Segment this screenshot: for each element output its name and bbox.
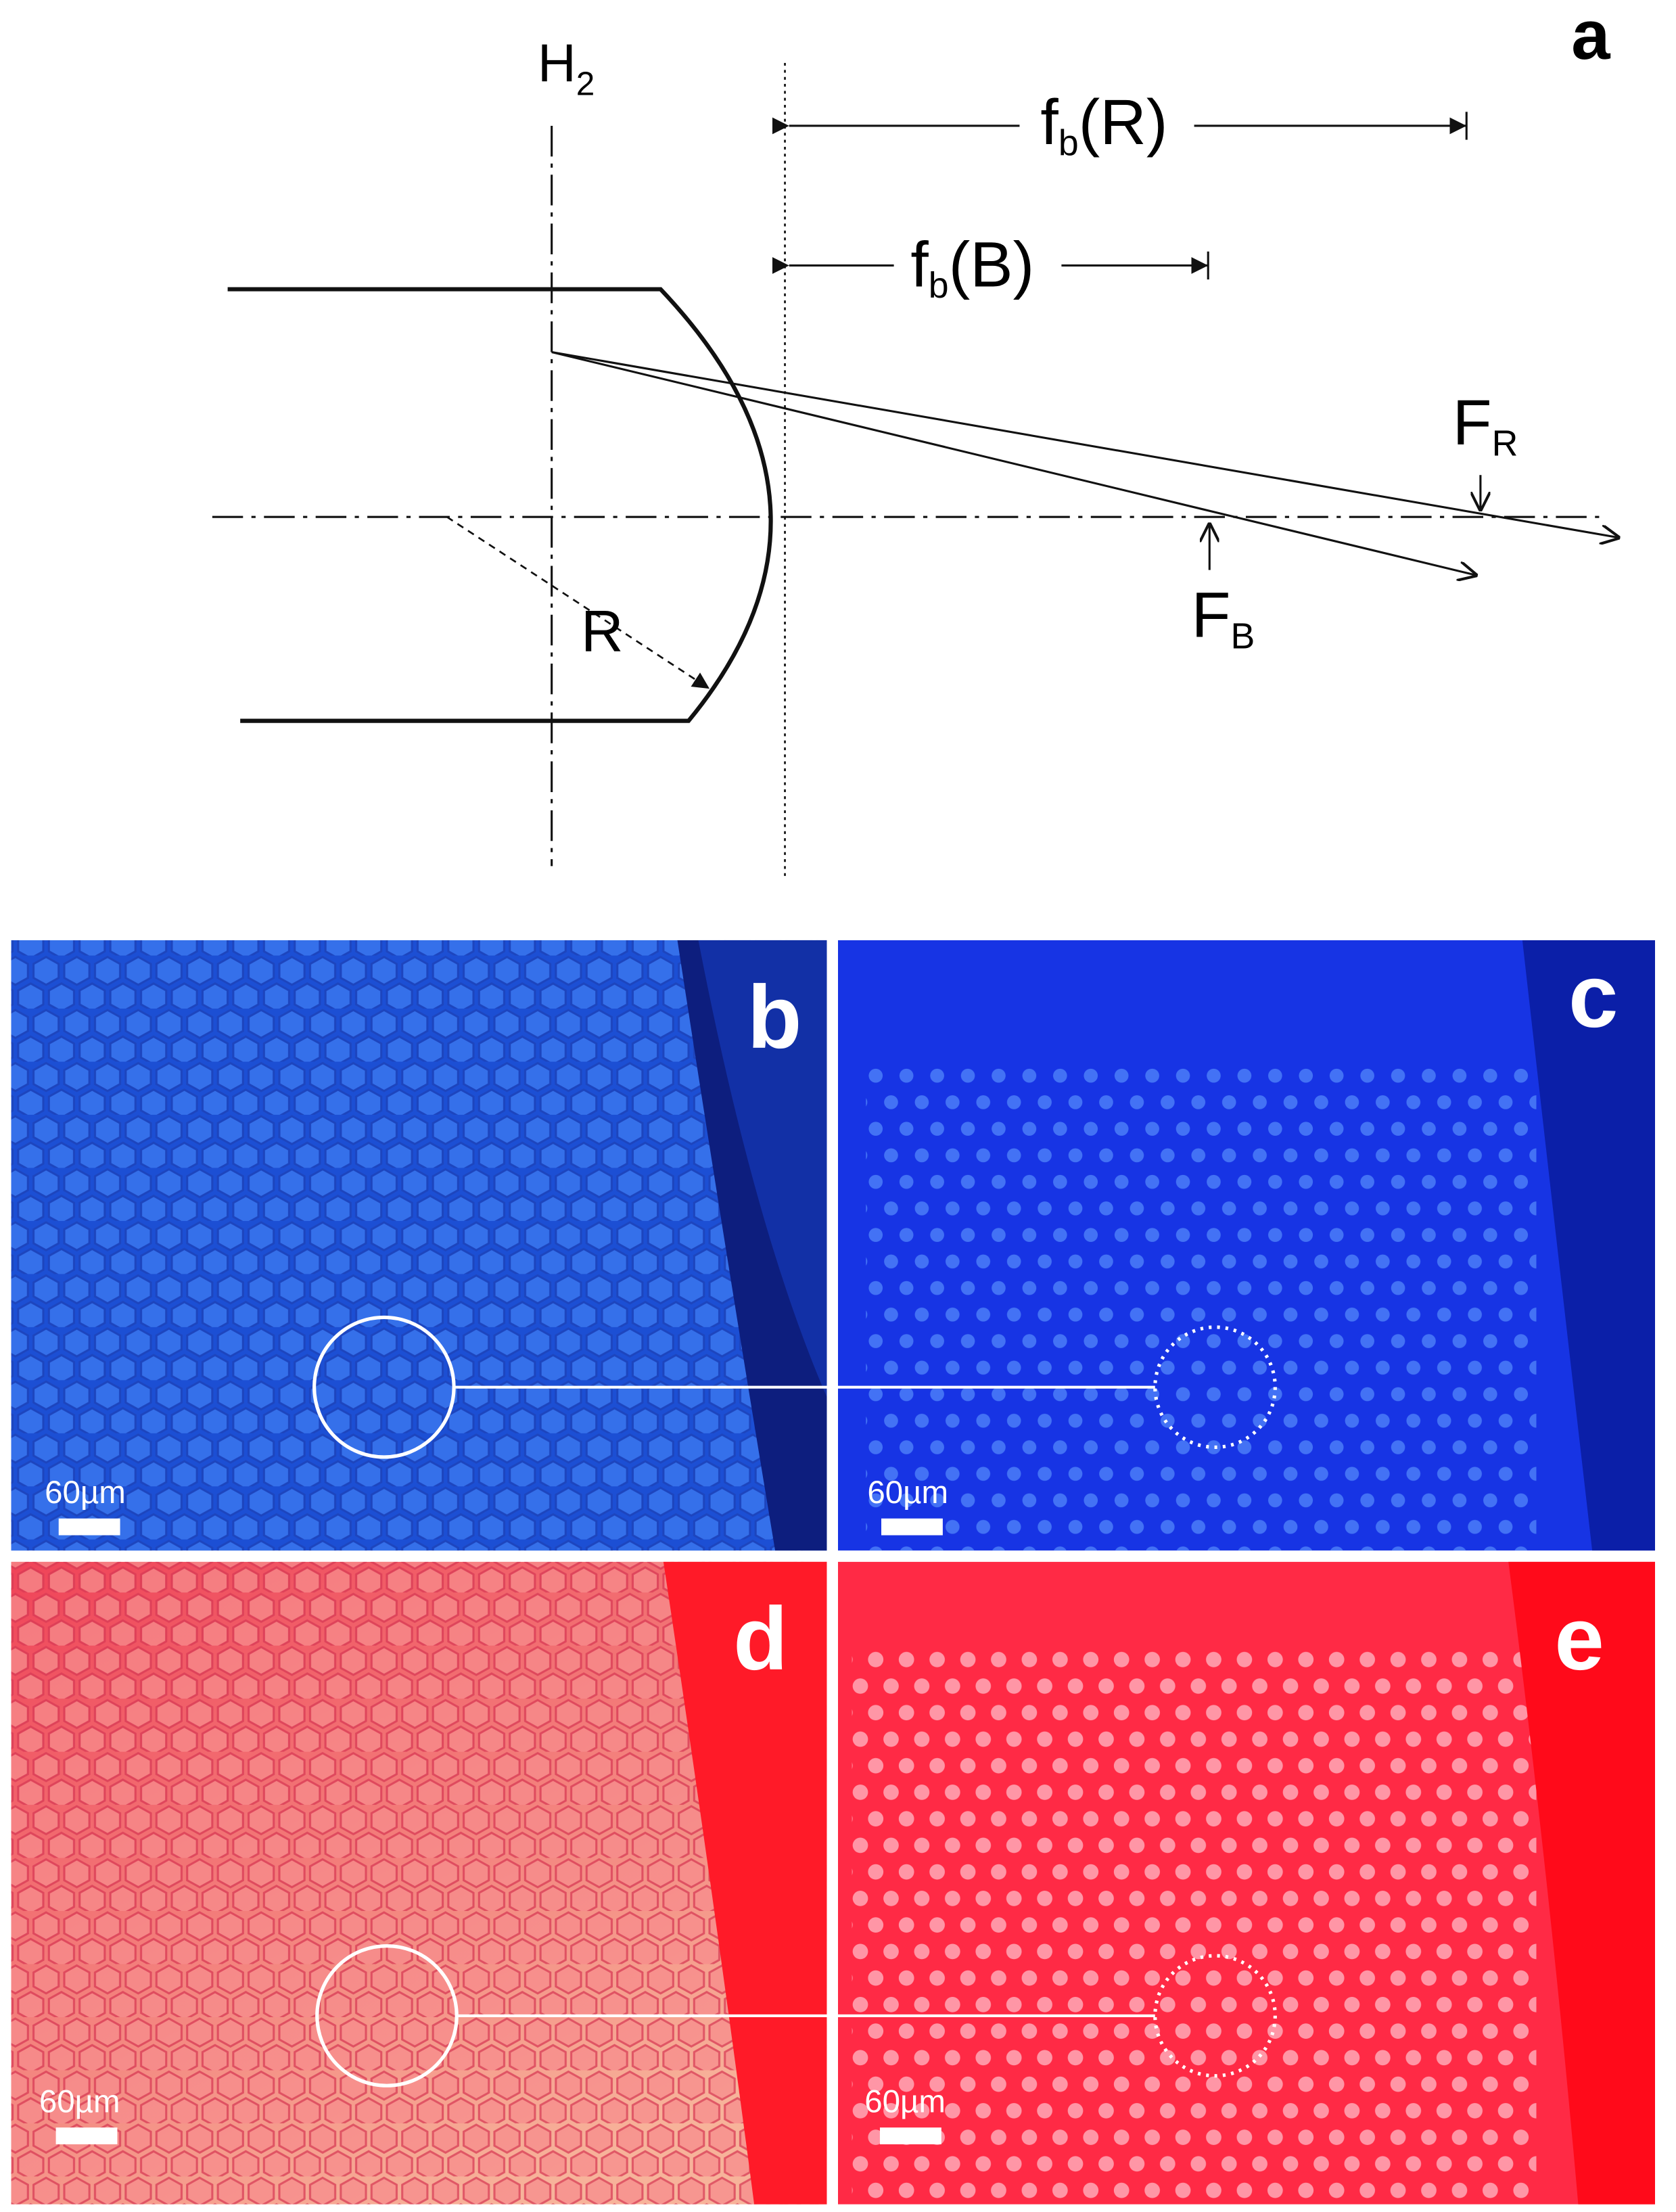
panel-label: c: [1568, 946, 1619, 1046]
text-part: F: [1453, 387, 1492, 459]
text-part: f: [1040, 87, 1058, 158]
text-part: f: [910, 229, 929, 300]
highlight-circle: [1153, 1325, 1277, 1450]
text-part: B: [1230, 616, 1255, 656]
fb-label: FB: [1191, 580, 1255, 657]
text-part: c: [1568, 946, 1619, 1046]
panel-a: H2 fb(R) fb(B) FR FB R a: [212, 0, 1621, 877]
text-part: e: [1554, 1589, 1604, 1689]
text-part: R: [581, 598, 624, 664]
lens-edge: [1522, 940, 1656, 1551]
panel-label: a: [1571, 0, 1611, 74]
text-part: 2: [576, 65, 595, 103]
text-part: d: [733, 1589, 788, 1689]
text-part: b: [747, 967, 802, 1067]
text-part: (B): [949, 229, 1035, 300]
text-part: b: [929, 265, 949, 306]
lens-edge: [1508, 1561, 1656, 2205]
panel-label: e: [1554, 1589, 1604, 1689]
blue-ray: [551, 350, 1478, 575]
scale-bar: [881, 1518, 943, 1536]
scale-bar: [879, 2127, 941, 2144]
text-part: H: [538, 33, 576, 93]
text-part: F: [1191, 580, 1230, 651]
focal-spots: [852, 1648, 1537, 2205]
label-bg: [893, 226, 1062, 296]
panel-d: [11, 1561, 827, 2205]
text-part: (R): [1079, 87, 1168, 158]
panel-b: [11, 940, 827, 1551]
scale-text: 60µm: [867, 1475, 948, 1511]
scale-bar: [55, 2127, 118, 2144]
panel-label: d: [733, 1589, 788, 1689]
scale-bars: 60µm 60µm 60µm 60µm: [39, 1475, 948, 2144]
label-bg: [1019, 87, 1194, 157]
highlight-circle: [1153, 1954, 1277, 2078]
lens: [227, 287, 773, 723]
fb-r-label: fb(R): [1040, 87, 1167, 164]
scale-text: 60µm: [864, 2083, 946, 2119]
text-part: 60µm: [45, 1475, 126, 1511]
scale-text: 60µm: [39, 2083, 120, 2119]
lens-edge: [698, 940, 827, 1398]
scale-text: 60µm: [45, 1475, 126, 1511]
radius-label: R: [581, 598, 624, 664]
focal-spots: [866, 1061, 1537, 1551]
text-part: 60µm: [864, 2083, 946, 2119]
text-part: R: [1492, 423, 1518, 463]
lens-edge: [663, 1561, 827, 2205]
fr-label: FR: [1453, 387, 1518, 464]
red-ray: [551, 350, 1621, 538]
fb-b-label: fb(B): [910, 229, 1034, 306]
text-part: 60µm: [867, 1475, 948, 1511]
text-part: 60µm: [39, 2083, 120, 2119]
panel-c: [838, 940, 1656, 1551]
h2-label: H2: [538, 33, 595, 103]
panel-label: b: [747, 967, 802, 1067]
text-part: a: [1571, 0, 1611, 74]
panel-labels: b c d e: [733, 946, 1618, 1689]
text-part: b: [1058, 122, 1079, 163]
panel-e: [838, 1561, 1656, 2205]
scale-bar: [58, 1518, 120, 1536]
radius-line: [446, 516, 710, 690]
